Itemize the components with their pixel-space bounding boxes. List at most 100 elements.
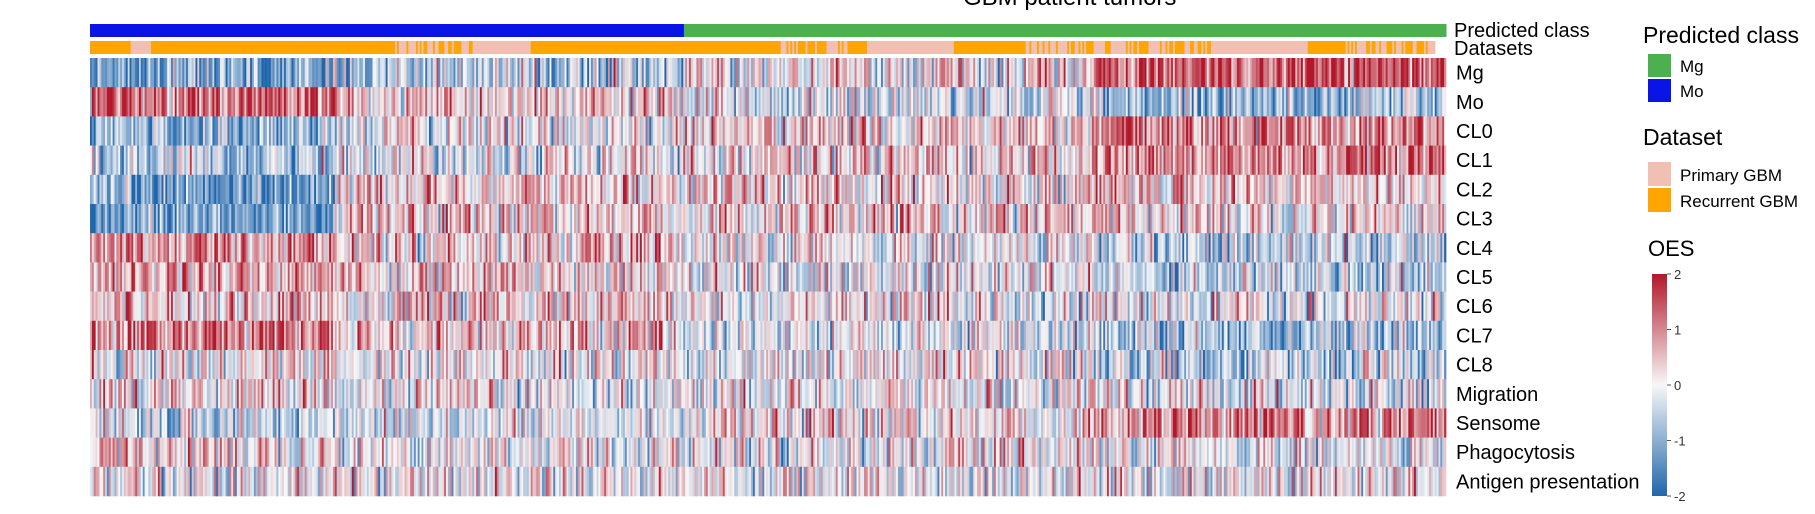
heatmap-cell [521,233,524,263]
heatmap-cell [263,233,266,263]
heatmap-cell [236,87,240,117]
heatmap-cell [138,174,142,205]
heatmap-cell [282,58,285,88]
heatmap-cell [251,145,255,176]
heatmap-cell [142,87,145,117]
heatmap-cell [509,58,513,88]
heatmap-cell [992,204,995,234]
heatmap-cell [178,145,181,176]
heatmap-cell [1419,145,1422,176]
heatmap-cell [564,87,567,117]
heatmap-cell [253,58,257,88]
heatmap-cell [579,233,582,263]
heatmap-cell [374,58,377,88]
heatmap-cell [1010,145,1014,176]
heatmap-cell [227,58,230,88]
heatmap-cell [1436,145,1439,176]
dataset-cell [1405,41,1408,54]
dataset-cell [1169,41,1172,54]
heatmap-cell [321,87,324,117]
heatmap-cell [1208,174,1211,205]
heatmap-cell [1274,204,1277,234]
heatmap-cell [1052,204,1055,234]
heatmap-cell [607,233,611,263]
heatmap-cell [756,58,759,88]
heatmap-cell [913,204,916,234]
heatmap-cell [391,174,394,205]
heatmap-cell [1120,58,1123,88]
heatmap-cell [502,174,505,205]
heatmap-cell [632,204,635,234]
heatmap-cell [523,58,526,88]
heatmap-cell [815,87,818,117]
heatmap-cell [120,145,123,176]
heatmap-cell [775,116,778,146]
heatmap-cell [1191,87,1194,117]
heatmap-cell [818,233,822,263]
heatmap-cell [297,204,300,234]
heatmap-cell [432,233,435,263]
heatmap-cell [628,58,631,88]
heatmap-cell [897,87,901,117]
heatmap-cell [493,116,496,146]
heatmap-cell [461,87,464,117]
heatmap-cell [189,233,193,263]
heatmap-cell [1353,174,1356,205]
heatmap-cell [506,116,509,146]
heatmap-cell [429,204,432,234]
heatmap-cell [346,116,349,146]
heatmap-cell [1037,87,1040,117]
heatmap-cell [472,204,475,234]
heatmap-cell [349,204,353,234]
heatmap-cell [1029,87,1033,117]
heatmap-cell [773,204,776,234]
heatmap-cell [1026,87,1029,117]
heatmap-cell [106,116,110,146]
heatmap-cell [155,174,159,205]
heatmap-cell [396,87,400,117]
heatmap-cell [246,204,249,234]
heatmap-cell [1107,204,1110,234]
heatmap-cell [240,174,243,205]
heatmap-cell [227,174,230,205]
heatmap-cell [1139,58,1142,88]
heatmap-cell [445,174,449,205]
heatmap-cell [400,233,403,263]
heatmap-cell [90,116,93,146]
heatmap-cell [1086,145,1089,176]
heatmap-cell [300,145,304,176]
heatmap-cell [417,87,420,117]
heatmap-cell [1333,58,1336,88]
heatmap-cell [1333,116,1336,146]
heatmap-cell [856,233,859,263]
heatmap-cell [1408,87,1411,117]
heatmap-cell [1391,116,1394,146]
heatmap-cell [1340,116,1343,146]
heatmap-cell [159,233,162,263]
heatmap-cell [660,87,663,117]
heatmap-cell [594,233,597,263]
dataset-cell [398,41,402,54]
heatmap-cell [713,204,716,234]
heatmap-cell [946,174,950,205]
heatmap-cell [255,233,258,263]
heatmap-cell [242,58,245,88]
heatmap-cell [412,87,415,117]
heatmap-cell [1398,58,1402,88]
heatmap-cell [317,174,321,205]
heatmap-cell [1376,87,1379,117]
heatmap-cell [1370,174,1373,205]
heatmap-cell [152,204,155,234]
heatmap-cell [1204,174,1208,205]
heatmap-cell [1127,174,1130,205]
heatmap-cell [244,174,247,205]
heatmap-cell [477,174,481,205]
heatmap-cell [285,145,289,176]
heatmap-cell [449,233,452,263]
heatmap-cell [459,174,462,205]
heatmap-cell [709,174,712,205]
heatmap-cell [229,145,232,176]
heatmap-cell [958,87,961,117]
heatmap-cell [525,204,528,234]
heatmap-cell [1368,116,1372,146]
